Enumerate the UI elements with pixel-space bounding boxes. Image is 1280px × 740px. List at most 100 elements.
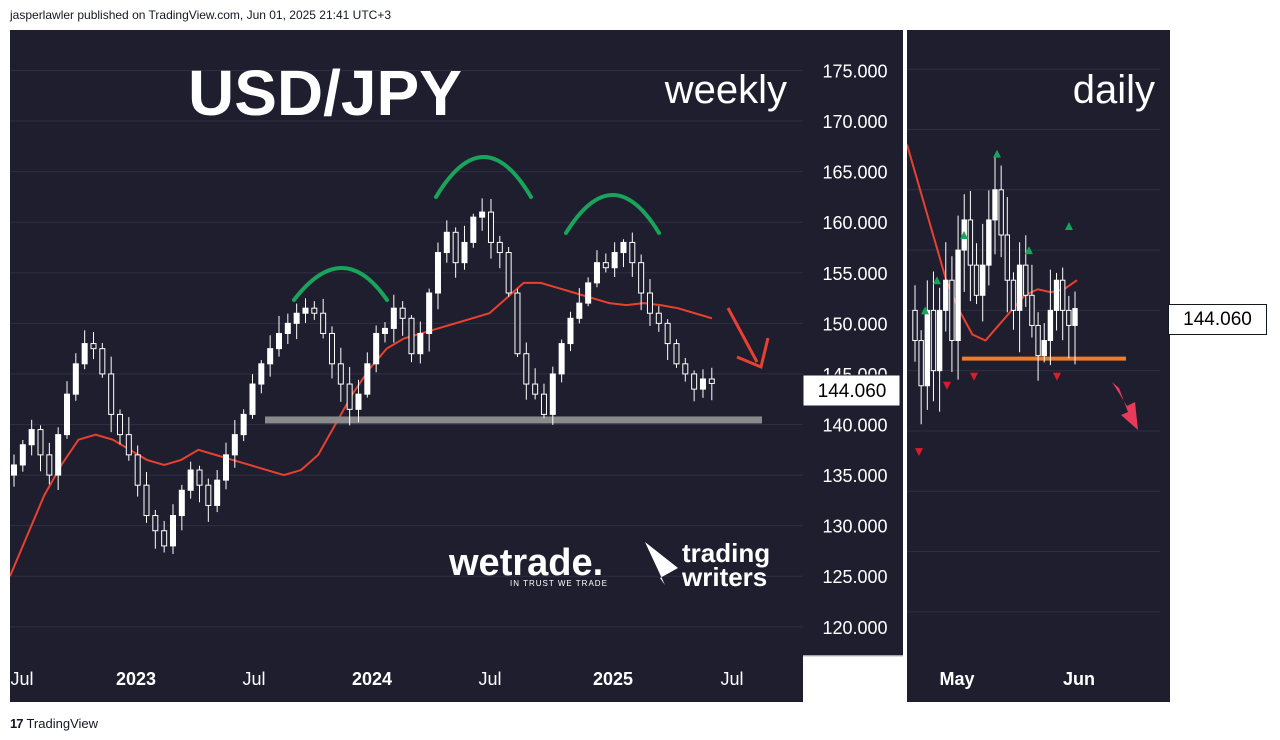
candle-body xyxy=(452,231,459,264)
y-tick-label: 150.000 xyxy=(822,314,887,334)
candle-body xyxy=(11,464,17,476)
candle-body xyxy=(479,211,486,218)
y-tick-label: 165.000 xyxy=(822,163,887,183)
x-tick-label: May xyxy=(939,669,974,689)
candle-body xyxy=(523,353,530,385)
candle-body xyxy=(399,307,406,319)
candle-body xyxy=(390,307,397,329)
candle-body xyxy=(408,317,415,355)
down-arrow-icon xyxy=(1112,382,1138,430)
candle-body xyxy=(302,307,309,314)
y-tick-label: 160.000 xyxy=(822,213,887,233)
candle-body xyxy=(1059,279,1066,311)
candle-body xyxy=(346,383,353,410)
buy-signal-icon xyxy=(1065,221,1073,230)
candle-body xyxy=(46,454,53,476)
candle-body xyxy=(540,393,547,415)
candle-body xyxy=(1004,234,1011,281)
x-tick-label: Jul xyxy=(242,669,265,689)
candle-body xyxy=(549,373,556,415)
y-tick-label: 130.000 xyxy=(822,517,887,537)
x-tick-label: 2024 xyxy=(352,669,392,689)
x-tick-label: Jun xyxy=(1063,669,1095,689)
trading-writers-icon xyxy=(645,542,678,585)
footer: 17 TradingView xyxy=(10,714,98,732)
weekly-time-axis xyxy=(10,642,803,702)
candle-body xyxy=(90,343,97,350)
y-tick-label: 125.000 xyxy=(822,567,887,587)
trading-writers-logo: trading writers xyxy=(645,538,770,592)
candle-body xyxy=(134,454,141,486)
candle-body xyxy=(924,309,931,387)
footer-brand: TradingView xyxy=(26,715,99,731)
candle-body xyxy=(567,317,574,345)
candle-body xyxy=(355,393,362,410)
buy-signal-icon xyxy=(1025,246,1033,255)
candle-body xyxy=(284,322,291,334)
candle-body xyxy=(655,312,662,324)
x-tick-label: Jul xyxy=(720,669,743,689)
candle-body xyxy=(949,279,955,342)
candle-body xyxy=(673,343,680,365)
candle-body xyxy=(1072,308,1078,326)
candle-body xyxy=(664,322,671,345)
candle-body xyxy=(1010,279,1017,311)
candle-body xyxy=(936,309,943,372)
weekly-chart[interactable]: 120.000125.000130.000135.000140.000145.0… xyxy=(9,30,903,702)
candle-body xyxy=(629,241,636,264)
candle-body xyxy=(1035,324,1041,357)
candle-body xyxy=(620,241,627,254)
pattern-arc xyxy=(564,193,661,235)
candle-body xyxy=(81,343,88,365)
candle-body xyxy=(699,378,706,390)
candle-body xyxy=(682,363,689,375)
wetrade-tagline: IN TRUST WE TRADE xyxy=(510,579,608,588)
candle-body xyxy=(992,189,998,221)
daily-chart[interactable]: 134.000136.000138.000140.000142.000144.0… xyxy=(906,30,1252,702)
candle-body xyxy=(63,393,70,436)
candle-body xyxy=(28,429,35,446)
candle-body xyxy=(576,302,583,319)
support-line xyxy=(265,416,762,424)
candle-body xyxy=(99,348,106,375)
candle-body xyxy=(161,530,168,547)
candle-body xyxy=(1023,264,1029,296)
buy-signal-icon xyxy=(933,276,941,285)
x-tick-label: 2025 xyxy=(593,669,633,689)
candle-body xyxy=(214,479,221,506)
candle-body xyxy=(373,332,380,365)
candle-body xyxy=(231,434,238,456)
candle-body xyxy=(1053,279,1060,311)
candle-body xyxy=(125,434,132,456)
y-tick-label: 135.000 xyxy=(822,466,887,486)
candle-body xyxy=(55,434,62,476)
candle-body xyxy=(708,378,715,384)
candle-body xyxy=(593,262,600,284)
publisher-caption: jasperlawler published on TradingView.co… xyxy=(10,8,392,22)
daily-chart-panel[interactable]: 134.000136.000138.000140.000142.000144.0… xyxy=(906,30,1252,702)
candle-body xyxy=(320,312,327,334)
weekly-chart-panel[interactable]: 120.000125.000130.000135.000140.000145.0… xyxy=(9,30,903,702)
down-arrow-icon xyxy=(726,307,770,370)
candle-body xyxy=(912,309,918,342)
x-tick-label: Jul xyxy=(10,669,33,689)
candle-body xyxy=(426,292,433,334)
candle-body xyxy=(434,252,441,294)
pattern-arc xyxy=(292,266,389,302)
candle-body xyxy=(178,489,185,517)
daily-price-badge: 144.060 xyxy=(1168,304,1267,335)
weekly-plot-area xyxy=(10,30,803,642)
buy-signal-icon xyxy=(960,231,968,240)
pattern-arc xyxy=(434,155,533,199)
wetrade-wordmark: wetrade. xyxy=(448,542,603,584)
candle-body xyxy=(979,264,986,296)
candle-body xyxy=(275,332,282,350)
candle-body xyxy=(417,332,424,355)
trading-writers-line1: trading xyxy=(682,538,770,568)
sell-signal-icon xyxy=(970,372,978,381)
candle-body xyxy=(973,264,980,296)
wetrade-logo: wetrade. IN TRUST WE TRADE xyxy=(448,542,608,588)
x-tick-label: 2023 xyxy=(116,669,156,689)
candle-body xyxy=(532,383,539,395)
y-tick-label: 140.000 xyxy=(822,416,887,436)
